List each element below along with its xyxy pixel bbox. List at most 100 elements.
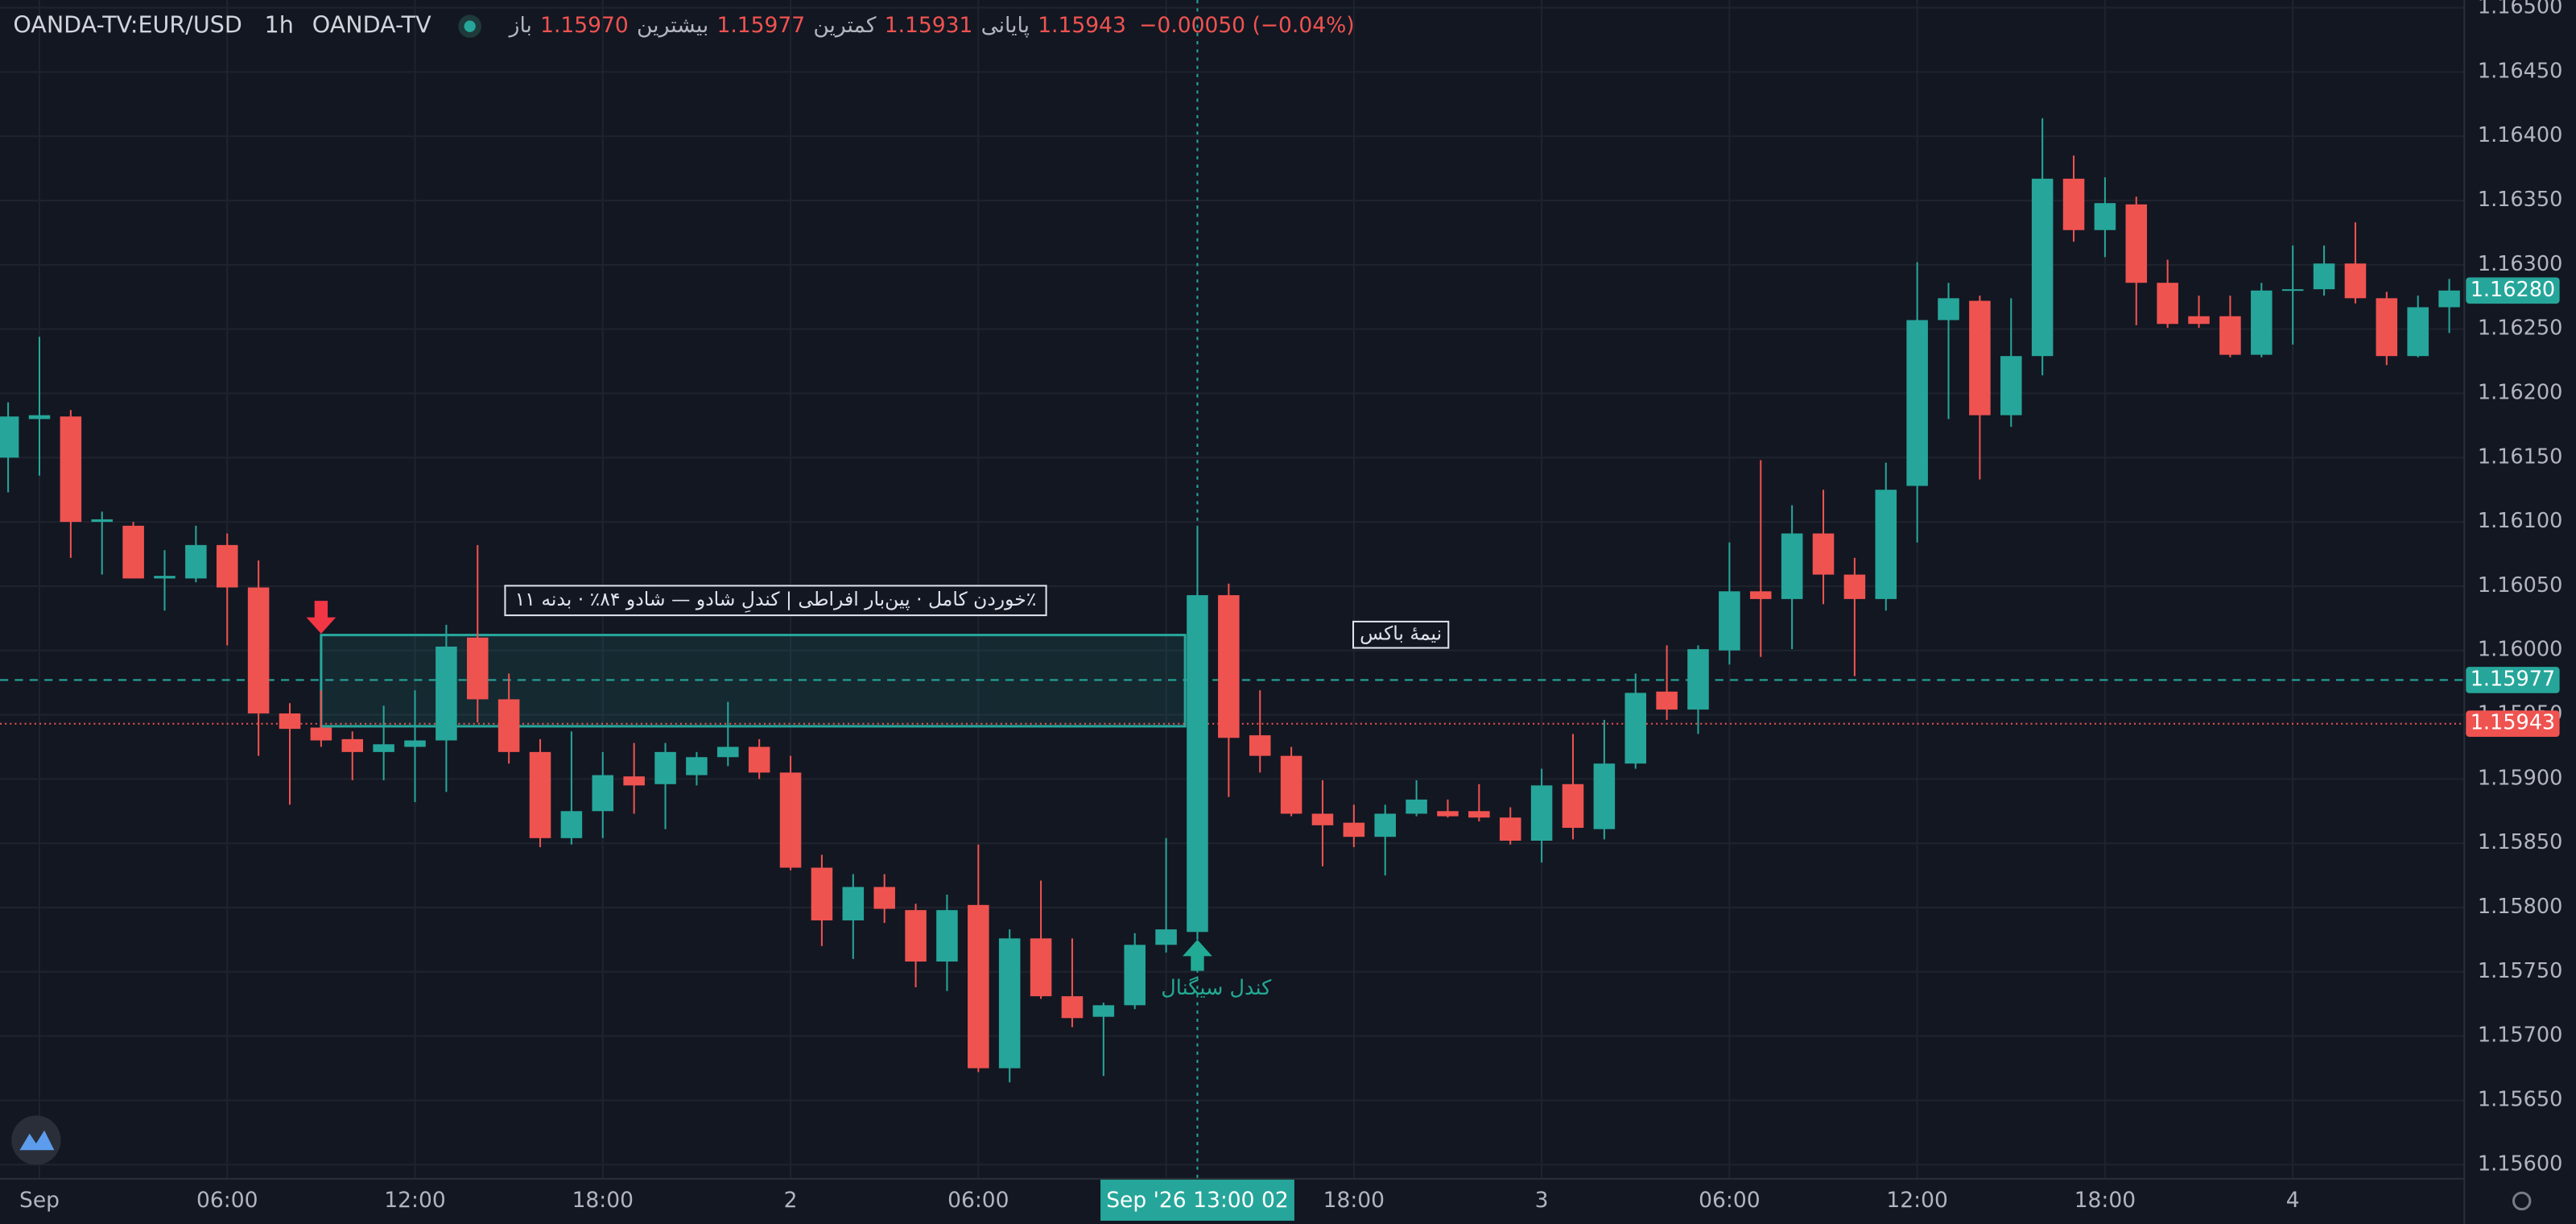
candle-body xyxy=(1187,595,1208,932)
status-dot-inner xyxy=(464,20,476,32)
signal-label: کندل سیگنال xyxy=(1161,976,1272,1000)
candle-body xyxy=(122,525,144,579)
mid-label: نیمهٔ باکس xyxy=(1360,622,1442,645)
y-tick-label: 1.15650 xyxy=(2478,1087,2562,1111)
y-tick-label: 1.15900 xyxy=(2478,766,2562,790)
legend-value: 1.15977 xyxy=(716,13,805,38)
y-tick-label: 1.15600 xyxy=(2478,1152,2562,1176)
candle-body xyxy=(216,544,238,588)
y-tick-label: 1.16200 xyxy=(2478,380,2562,404)
x-tick-label: 18:00 xyxy=(2074,1188,2136,1213)
ohlc-legend: باز 1.15970 بیشترین 1.15977 کمترین 1.15931 پای… xyxy=(508,13,1355,38)
crosshair-time-label: Sep '26 13:00 02 xyxy=(1106,1188,1288,1213)
x-tick-label: 06:00 xyxy=(1699,1188,1760,1213)
candle-body xyxy=(1218,595,1240,738)
x-tick-label: 06:00 xyxy=(196,1188,258,1213)
symbol[interactable]: OANDA-TV:EUR/USD xyxy=(13,11,242,39)
crosshair-price-label-bg xyxy=(2466,667,2560,693)
candle-body xyxy=(2125,204,2148,283)
candle-body xyxy=(1969,300,1991,416)
candle-body xyxy=(60,416,82,523)
x-tick-label: 18:00 xyxy=(572,1188,634,1213)
candle-body xyxy=(247,587,270,713)
interval[interactable]: 1h xyxy=(265,11,294,39)
settings-icon[interactable] xyxy=(2512,1191,2532,1211)
candle-body xyxy=(1781,533,1803,599)
candle-body xyxy=(154,576,175,579)
logo-circle[interactable] xyxy=(11,1115,61,1165)
candle-body xyxy=(1311,813,1334,825)
y-tick-label: 1.16150 xyxy=(2478,445,2562,469)
signal-arrow xyxy=(1183,939,1212,971)
signal-arrow xyxy=(306,601,336,634)
candle-body xyxy=(1374,813,1396,837)
candle-body xyxy=(1875,490,1897,599)
candle-body xyxy=(1812,533,1835,575)
candle-body xyxy=(1280,755,1302,814)
candle-body xyxy=(1624,693,1647,764)
candle-body xyxy=(529,751,551,838)
candle-body xyxy=(341,738,364,752)
candle-body xyxy=(2094,203,2116,230)
legend-change: −0.00050 (−0.04%) xyxy=(1139,13,1354,38)
candle-body xyxy=(1406,799,1427,814)
legend-label: بیشترین xyxy=(637,13,708,38)
y-tick-label: 1.15750 xyxy=(2478,959,2562,983)
x-tick-label: 18:00 xyxy=(1323,1188,1385,1213)
candle-body xyxy=(467,637,489,700)
candle-body xyxy=(91,519,114,523)
candle-body xyxy=(2313,263,2335,290)
candle-body xyxy=(279,713,301,730)
candle-body xyxy=(2031,178,2054,357)
candle-body xyxy=(936,910,958,962)
candle-body xyxy=(779,772,802,868)
candle-body xyxy=(2251,290,2273,355)
candle-body xyxy=(310,727,332,741)
last-price-label-bg xyxy=(2466,277,2560,304)
y-tick-label: 1.16300 xyxy=(2478,252,2562,276)
candle-body xyxy=(185,544,207,579)
legend-label: باز xyxy=(508,13,532,38)
mid-label-frame xyxy=(1352,620,1450,649)
axes: 1.15600 1.15650 1.15700 1.15750 1.15800 1.158… xyxy=(19,0,2562,1221)
candle-body xyxy=(1906,320,1928,486)
zone-label: ٪خوردن کامل · پین‌بار افراطی | کندلِ شاد… xyxy=(515,588,1037,613)
candle-body xyxy=(2438,290,2460,308)
gear[interactable] xyxy=(2512,1191,2532,1211)
x-tick-label: 4 xyxy=(2286,1188,2300,1213)
candle-body xyxy=(1030,938,1052,997)
crosshair-price-label: 1.15977 xyxy=(2471,667,2555,691)
candle-body xyxy=(0,416,19,458)
candle-body xyxy=(436,646,457,741)
x-tick-label: 2 xyxy=(784,1188,798,1213)
source: OANDA-TV xyxy=(312,11,431,39)
y-tick-label: 1.16050 xyxy=(2478,573,2562,598)
crosshair-time-bg xyxy=(1100,1179,1294,1221)
y-tick-label: 1.15850 xyxy=(2478,830,2562,854)
y-tick-label: 1.15700 xyxy=(2478,1023,2562,1048)
candle-body xyxy=(592,775,614,812)
candle-body xyxy=(1843,574,1866,599)
candle-body xyxy=(1468,811,1490,818)
x-tick-label: Sep xyxy=(19,1188,60,1213)
candle-body xyxy=(842,887,865,920)
candle-body xyxy=(2000,356,2022,416)
candle-body xyxy=(1938,298,1959,320)
candle-body xyxy=(686,757,708,775)
logo-mark xyxy=(19,1130,55,1151)
candle-body xyxy=(404,740,426,747)
candle-body xyxy=(1593,763,1616,829)
candle-body xyxy=(2344,263,2367,299)
y-tick-label: 1.16100 xyxy=(2478,509,2562,533)
candle-body xyxy=(1437,811,1459,817)
candle-body xyxy=(1343,822,1365,837)
plot: ٪خوردن کامل · پین‌بار افراطی | کندلِ شاد… xyxy=(0,0,2465,1178)
candle-body xyxy=(811,867,833,920)
candle-body xyxy=(2376,298,2398,357)
candle-body xyxy=(654,751,676,784)
logo[interactable] xyxy=(11,1115,61,1165)
legend-value: 1.15931 xyxy=(885,13,973,38)
